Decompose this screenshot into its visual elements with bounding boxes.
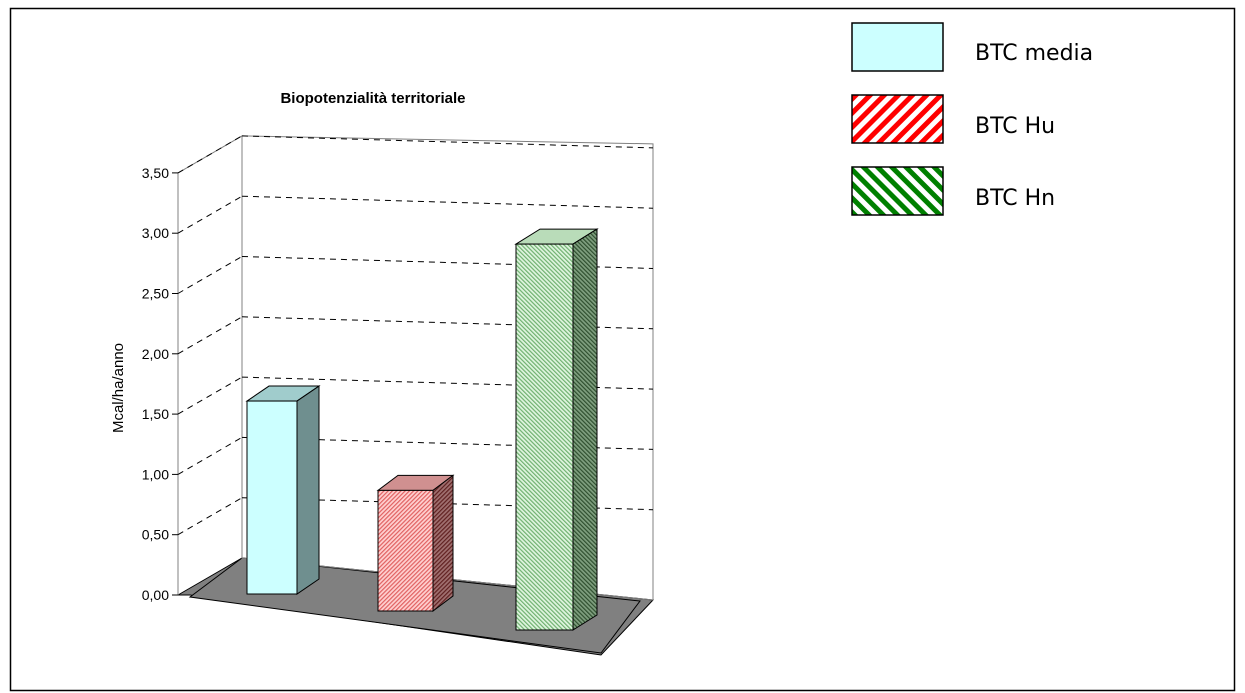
bar-btc-hu	[377, 489, 434, 612]
chart-border	[9, 7, 1236, 692]
gridline-side	[177, 195, 243, 234]
bar-side-2	[572, 228, 598, 631]
y-tick-label: 0,00	[142, 587, 169, 603]
legend-swatch-btc-hn	[851, 166, 944, 216]
gridline-side	[177, 497, 243, 536]
bar-side-1	[432, 474, 454, 612]
chart-title: Biopotenzialità territoriale	[280, 90, 465, 107]
y-tick-label: 3,00	[142, 225, 169, 241]
legend-swatch-btc-media	[851, 22, 944, 72]
gridline-side	[177, 436, 243, 475]
y-tick-label: 1,00	[142, 466, 169, 482]
legend-label-btc-hn: BTC Hn	[975, 186, 1055, 211]
plot-area: 0,00 0,50 1,00 1,50 2,00 2,50 3,00 3,50	[142, 135, 655, 656]
gridline-side	[177, 256, 243, 294]
bar-btc-hn	[515, 243, 574, 631]
legend-label-btc-media: BTC media	[975, 41, 1093, 66]
bar-btc-media	[246, 400, 298, 595]
y-tick-label: 3,50	[142, 165, 169, 181]
legend-label-btc-hu: BTC Hu	[975, 114, 1055, 139]
gridline-side	[177, 376, 243, 415]
legend-swatch-btc-hu	[851, 94, 944, 144]
y-tick-label: 2,50	[142, 286, 169, 302]
y-tick-label: 1,50	[142, 406, 169, 422]
bar-side-0	[296, 385, 320, 595]
y-axis-label: Mcal/ha/anno	[110, 343, 127, 433]
gridline-side	[177, 316, 243, 355]
gridline-back	[241, 195, 654, 209]
y-tick-label: 0,50	[142, 527, 169, 543]
legend: BTC media BTC Hu BTC Hn	[851, 22, 1093, 216]
gridline-back	[241, 135, 654, 149]
gridline-side	[177, 135, 243, 174]
y-tick-label: 2,00	[142, 346, 169, 362]
